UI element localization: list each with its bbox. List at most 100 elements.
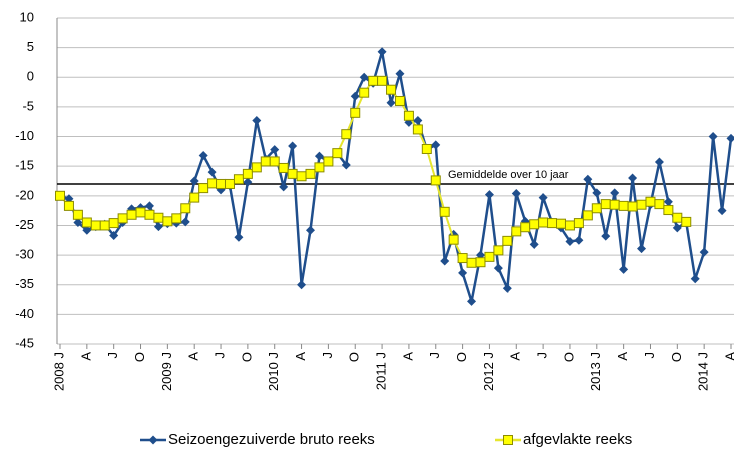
- legend-marker: [148, 435, 158, 445]
- data-point: [305, 168, 316, 179]
- x-tick-label: 2008 J: [51, 352, 66, 391]
- data-point: [618, 200, 629, 211]
- x-tick-label: O: [561, 352, 576, 362]
- data-point: [288, 141, 298, 151]
- data-point: [377, 47, 387, 57]
- data-point: [90, 220, 101, 231]
- data-point: [341, 129, 352, 140]
- data-point: [440, 256, 450, 266]
- data-point: [135, 207, 146, 218]
- data-point: [108, 218, 119, 229]
- data-point: [421, 143, 432, 154]
- data-point: [350, 107, 361, 118]
- y-tick-label: -35: [15, 276, 34, 291]
- data-point: [269, 156, 280, 167]
- data-point: [431, 140, 441, 150]
- data-point: [278, 162, 289, 173]
- x-tick-label: 2009 J: [159, 352, 174, 391]
- data-point: [726, 133, 734, 143]
- data-point: [412, 124, 423, 135]
- data-point: [511, 188, 521, 198]
- data-point: [502, 235, 513, 246]
- reference-label: Gemiddelde over 10 jaar: [448, 169, 569, 181]
- data-point: [699, 247, 709, 257]
- data-point: [457, 253, 468, 264]
- data-point: [502, 283, 512, 293]
- data-point: [270, 145, 280, 155]
- data-point: [529, 219, 540, 230]
- data-point: [224, 178, 235, 189]
- data-point: [654, 157, 664, 167]
- data-point: [251, 162, 262, 173]
- data-point: [296, 171, 307, 182]
- data-point: [690, 274, 700, 284]
- data-point: [297, 280, 307, 290]
- data-point: [144, 209, 155, 220]
- data-point: [386, 98, 396, 108]
- data-point: [467, 296, 477, 306]
- data-point: [708, 132, 718, 142]
- data-point: [672, 223, 682, 233]
- data-point: [717, 206, 727, 216]
- x-tick-label: J: [427, 352, 442, 359]
- data-point: [55, 190, 65, 201]
- data-point: [252, 116, 262, 126]
- data-point: [403, 110, 414, 121]
- data-point: [216, 178, 227, 189]
- data-point: [466, 257, 477, 268]
- data-point: [126, 209, 137, 220]
- x-tick-label: 2013 J: [588, 352, 603, 391]
- data-point: [609, 199, 620, 210]
- data-point: [198, 183, 209, 194]
- data-point: [511, 226, 522, 237]
- data-point: [672, 212, 683, 223]
- data-point: [72, 209, 83, 220]
- x-tick-label: J: [535, 352, 550, 359]
- x-tick-label: 2010 J: [266, 352, 281, 391]
- data-point: [556, 218, 567, 229]
- y-tick-label: -20: [15, 187, 34, 202]
- data-point: [475, 257, 486, 268]
- data-point: [180, 203, 191, 214]
- data-point: [627, 201, 638, 212]
- data-point: [99, 220, 110, 231]
- data-point: [654, 199, 665, 210]
- data-point: [234, 232, 244, 242]
- legend-marker: [503, 435, 513, 445]
- data-point: [645, 196, 656, 207]
- data-point: [117, 213, 128, 224]
- data-point: [663, 197, 673, 207]
- data-point: [538, 193, 548, 203]
- x-tick-label: A: [186, 352, 201, 361]
- x-tick-label: O: [454, 352, 469, 362]
- data-point: [306, 225, 316, 235]
- data-point: [439, 206, 450, 217]
- data-point: [663, 205, 674, 216]
- data-point: [82, 225, 92, 235]
- data-point: [636, 199, 647, 210]
- x-tick-label: 2014 J: [696, 352, 711, 391]
- y-tick-label: -10: [15, 128, 34, 143]
- x-tick-label: J: [212, 352, 227, 359]
- data-point: [153, 212, 164, 223]
- data-point: [63, 200, 74, 211]
- data-point: [628, 173, 638, 183]
- data-point: [610, 188, 620, 198]
- y-tick-label: 0: [27, 69, 34, 84]
- data-point: [81, 217, 92, 228]
- data-point: [73, 217, 83, 227]
- data-point: [574, 235, 584, 245]
- data-point: [413, 116, 423, 126]
- data-point: [109, 231, 119, 241]
- legend-label: Seizoengezuiverde bruto reeks: [168, 431, 375, 448]
- x-tick-label: O: [132, 352, 147, 362]
- data-point: [359, 72, 369, 82]
- data-point: [279, 182, 289, 192]
- data-point: [323, 156, 334, 167]
- data-point: [637, 244, 647, 254]
- y-tick-label: -45: [15, 335, 34, 350]
- data-point: [332, 148, 343, 159]
- data-point: [180, 217, 190, 227]
- data-point: [395, 69, 405, 79]
